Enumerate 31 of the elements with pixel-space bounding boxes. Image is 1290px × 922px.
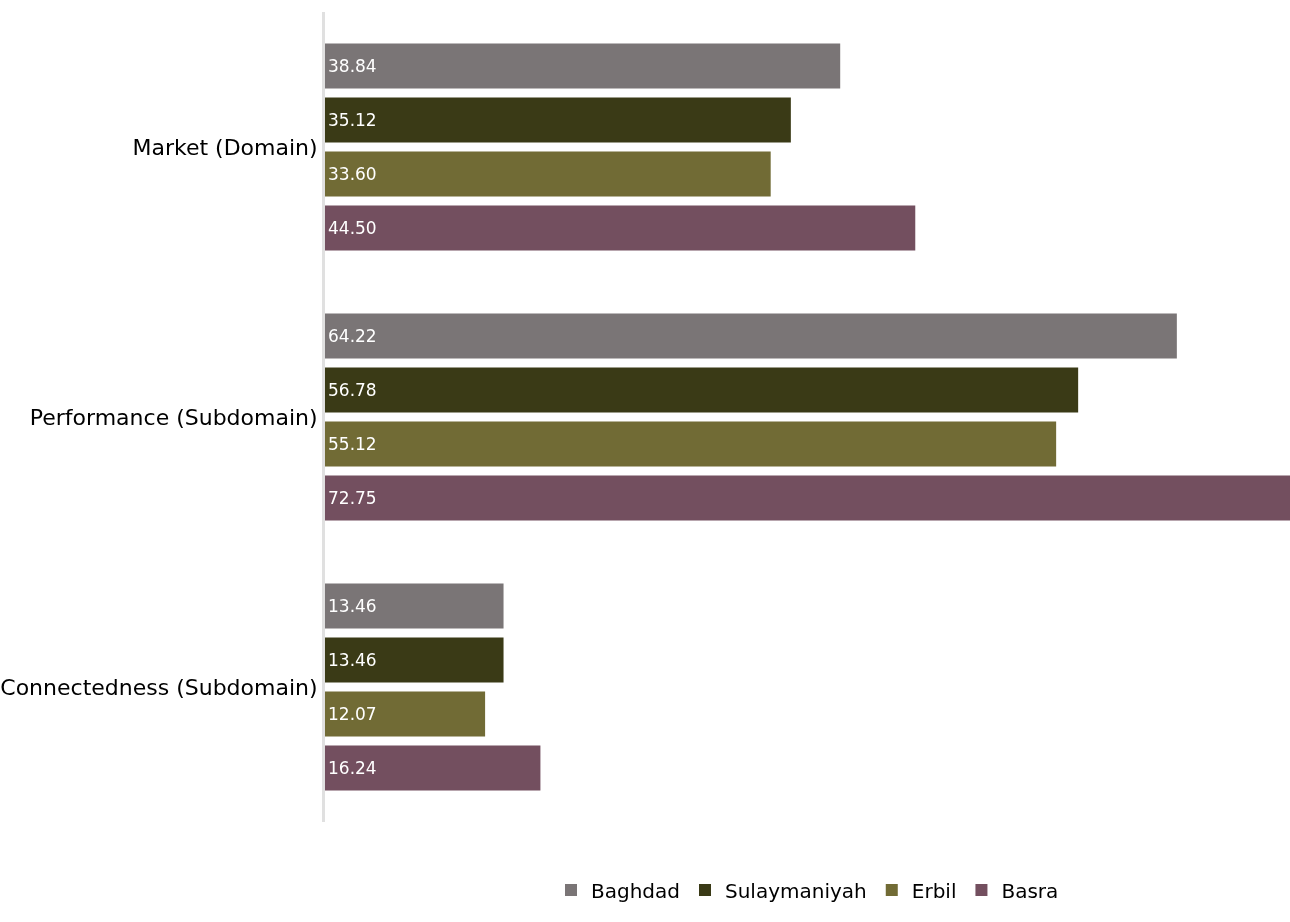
- data-label: 12.07: [328, 704, 377, 724]
- legend-label: Basra: [1001, 878, 1059, 903]
- bar: [325, 151, 771, 197]
- data-label: 13.46: [328, 596, 377, 616]
- bar: [325, 745, 541, 791]
- bar: [325, 637, 504, 683]
- legend-label: Erbil: [911, 878, 957, 903]
- bar: [325, 421, 1057, 467]
- legend-label: Sulaymaniyah: [725, 878, 867, 903]
- y-tick-label: Performance (Subdomain): [29, 404, 318, 430]
- data-label: 35.12: [328, 110, 377, 130]
- bar: [325, 583, 504, 629]
- data-label: 33.60: [328, 164, 377, 184]
- bar: [325, 205, 916, 251]
- bar: [325, 475, 1290, 521]
- data-label: 13.46: [328, 650, 377, 670]
- bar: [325, 691, 486, 737]
- data-label: 44.50: [328, 218, 377, 238]
- bar: [325, 97, 791, 143]
- bar: [325, 313, 1177, 359]
- data-label: 38.84: [328, 56, 377, 76]
- y-tick-label: Connectedness (Subdomain): [0, 674, 318, 700]
- bar: [325, 367, 1079, 413]
- data-label: 64.22: [328, 326, 377, 346]
- bar: [325, 43, 841, 89]
- y-tick-label: Market (Domain): [132, 134, 318, 160]
- data-label: 72.75: [328, 488, 377, 508]
- legend-label: Baghdad: [591, 878, 680, 903]
- data-label: 56.78: [328, 380, 377, 400]
- data-label: 55.12: [328, 434, 377, 454]
- data-label: 16.24: [328, 758, 377, 778]
